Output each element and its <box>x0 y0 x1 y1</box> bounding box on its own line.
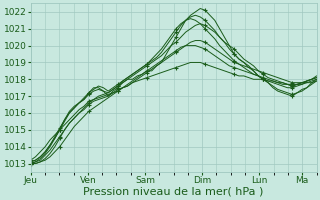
X-axis label: Pression niveau de la mer( hPa ): Pression niveau de la mer( hPa ) <box>84 187 264 197</box>
